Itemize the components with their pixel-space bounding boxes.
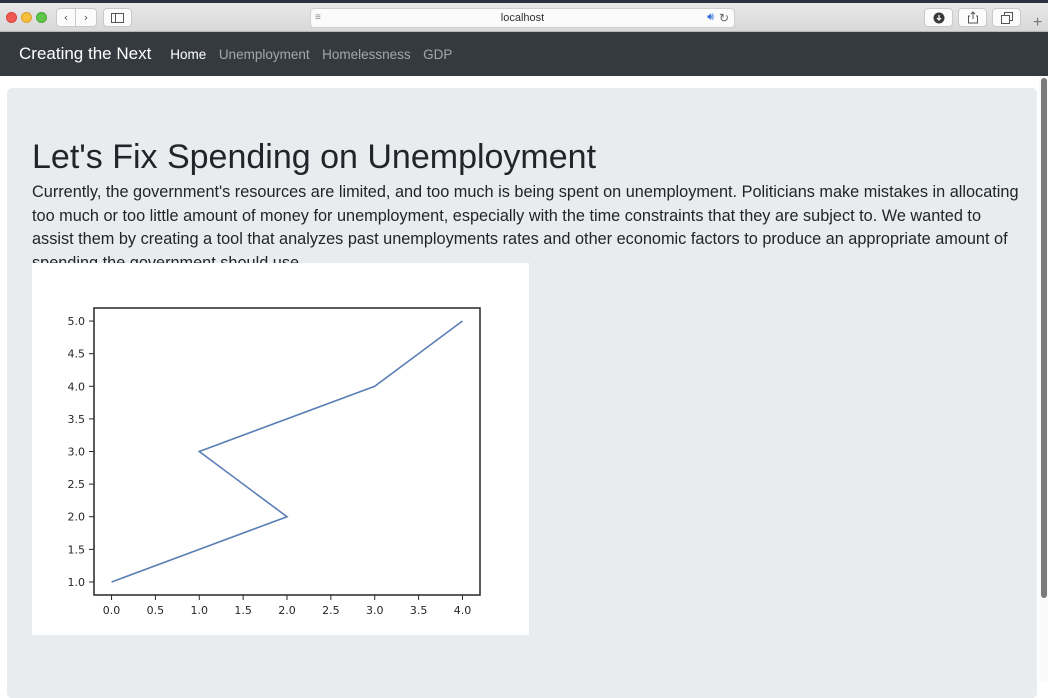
browser-toolbar: ‹ › ≡ localhost 🔊︎ ↻ + (0, 0, 1048, 32)
y-tick-label: 4.0 (68, 380, 86, 393)
tabs-icon (1000, 11, 1013, 24)
window-close-button[interactable] (6, 12, 17, 23)
nav-link-home[interactable]: Home (170, 46, 207, 62)
x-tick-label: 1.0 (191, 604, 209, 617)
y-tick-label: 3.0 (68, 446, 86, 459)
new-tab-icon: + (1032, 14, 1043, 31)
forward-button[interactable]: › (76, 8, 97, 27)
y-tick-label: 5.0 (68, 315, 86, 328)
url-text: localhost (500, 12, 545, 24)
series-line (111, 320, 463, 583)
x-tick-label: 3.0 (366, 604, 384, 617)
y-tick-label: 1.0 (68, 576, 86, 589)
x-tick-label: 0.0 (103, 604, 121, 617)
brand-link[interactable]: Creating the Next (19, 44, 152, 63)
nav-link-unemployment[interactable]: Unemployment (218, 46, 310, 62)
reader-icon[interactable]: ≡ (315, 12, 321, 23)
new-tab-button[interactable]: + (1027, 11, 1048, 35)
x-tick-label: 0.5 (147, 604, 165, 617)
back-icon: ‹ (63, 11, 69, 24)
download-icon (933, 12, 944, 23)
nav-link-gdp[interactable]: GDP (423, 46, 453, 62)
page-description: Currently, the government's resources ar… (32, 183, 1019, 272)
line-chart: 0.0 0.5 1.0 1.5 2.0 2.5 3.0 3.5 4.0 1.0 1.5 2.0 2.5 3… (68, 307, 481, 617)
sidebar-toggle-button[interactable] (103, 8, 132, 27)
back-button[interactable]: ‹ (56, 8, 76, 27)
x-tick-label: 4.0 (454, 604, 472, 617)
y-tick-label: 2.0 (68, 511, 86, 524)
y-tick-label: 1.5 (68, 543, 86, 556)
x-tick-label: 3.5 (410, 604, 428, 617)
y-tick-label: 2.5 (68, 478, 86, 491)
page-scrollbar[interactable] (1039, 76, 1048, 682)
forward-icon: › (83, 11, 89, 24)
page-title: Let's Fix Spending on Unemployment (32, 138, 597, 176)
show-tabs-button[interactable] (992, 8, 1021, 27)
x-tick-label: 2.5 (322, 604, 340, 617)
window-maximize-button[interactable] (36, 12, 47, 23)
reload-icon[interactable]: ↻ (718, 11, 729, 25)
window-minimize-button[interactable] (21, 12, 32, 23)
chart-container: 0.0 0.5 1.0 1.5 2.0 2.5 3.0 3.5 4.0 1.0 1.5 2.0 2.5 3… (32, 263, 529, 635)
site-navbar: Creating the Next Home Unemployment Home… (0, 32, 1048, 76)
scrollbar-thumb[interactable] (1041, 78, 1047, 598)
sound-icon[interactable]: 🔊︎ (707, 11, 714, 23)
hero-section: Let's Fix Spending on Unemployment Curre… (7, 88, 1037, 698)
x-tick-label: 2.0 (278, 604, 296, 617)
sidebar-icon (111, 12, 124, 23)
download-button[interactable] (924, 8, 953, 27)
x-tick-label: 1.5 (234, 604, 252, 617)
nav-link-homelessness[interactable]: Homelessness (322, 46, 411, 62)
share-button[interactable] (958, 8, 987, 27)
y-tick-label: 4.5 (68, 348, 86, 361)
share-icon (967, 11, 978, 24)
y-tick-label: 3.5 (68, 413, 86, 426)
address-bar[interactable]: ≡ localhost 🔊︎ ↻ (310, 8, 735, 28)
